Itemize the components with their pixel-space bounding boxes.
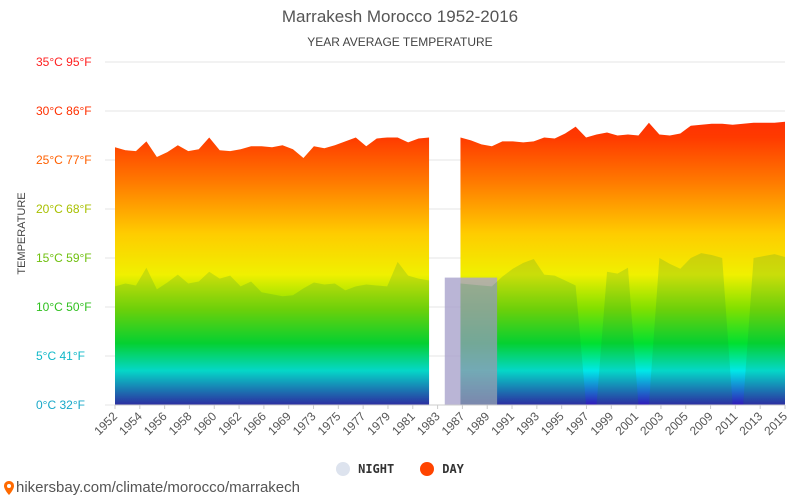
x-tick-label: 1954: [116, 409, 145, 438]
x-tick-label: 1966: [240, 409, 269, 438]
x-tick-label: 1973: [290, 409, 319, 438]
y-tick-label: 15°C 59°F: [36, 251, 92, 265]
y-tick-label: 20°C 68°F: [36, 202, 92, 216]
night-area: [115, 261, 430, 405]
source-text: hikersbay.com/climate/morocco/marrakech: [16, 479, 300, 496]
x-tick-label: 1977: [339, 409, 368, 438]
x-tick-label: 1956: [141, 409, 170, 438]
y-tick-label: 25°C 77°F: [36, 153, 92, 167]
y-tick-label: 0°C 32°F: [36, 398, 85, 412]
chart-title: Marrakesh Morocco 1952-2016: [281, 7, 519, 26]
x-axis: 1952195419561958196019621966196919731975…: [91, 404, 790, 438]
x-tick-label: 2011: [712, 409, 740, 437]
legend-day-label: DAY: [442, 462, 464, 476]
x-tick-label: 2009: [687, 409, 716, 438]
legend-night-swatch: [336, 462, 351, 476]
x-tick-label: 1983: [414, 409, 443, 438]
plot-areas: [115, 121, 785, 405]
legend-day-swatch: [420, 462, 435, 476]
x-tick-label: 1999: [588, 409, 617, 438]
x-tick-label: 2003: [637, 409, 666, 438]
x-tick-label: 1991: [488, 409, 517, 438]
missing-data-band: [444, 277, 498, 405]
chart-subtitle: YEAR AVERAGE TEMPERATURE: [307, 35, 493, 49]
x-tick-label: 1993: [513, 409, 542, 438]
source-link[interactable]: hikersbay.com/climate/morocco/marrakech: [4, 479, 300, 496]
day-area: [115, 137, 430, 405]
x-tick-label: 1979: [364, 409, 393, 438]
night-area: [460, 253, 785, 405]
legend-day[interactable]: DAY: [420, 462, 464, 476]
y-tick-label: 30°C 86°F: [36, 104, 92, 118]
x-tick-label: 2005: [662, 409, 691, 438]
x-tick-label: 1962: [215, 409, 244, 438]
y-tick-label: 10°C 50°F: [36, 300, 92, 314]
legend: NIGHT DAY: [0, 462, 800, 476]
legend-night[interactable]: NIGHT: [336, 462, 394, 476]
y-tick-label: 5°C 41°F: [36, 349, 85, 363]
x-tick-label: 1975: [315, 409, 344, 438]
x-tick-label: 1997: [563, 409, 592, 438]
x-tick-label: 2001: [612, 409, 641, 438]
x-tick-label: 1995: [538, 409, 567, 438]
x-tick-label: 2013: [737, 409, 766, 438]
x-tick-label: 1958: [166, 409, 195, 438]
x-tick-label: 1969: [265, 409, 294, 438]
x-tick-label: 1989: [464, 409, 493, 438]
legend-night-label: NIGHT: [358, 462, 395, 476]
x-tick-label: 1952: [91, 409, 120, 438]
x-tick-label: 1981: [389, 409, 418, 438]
y-tick-label: 35°C 95°F: [36, 55, 92, 69]
x-tick-label: 1987: [439, 409, 468, 438]
day-area: [460, 121, 785, 405]
y-axis-label: TEMPERATURE: [16, 192, 28, 274]
x-tick-label: 1960: [191, 409, 220, 438]
y-axis: 0°C 32°F 5°C 41°F 10°C 50°F 15°C 59°F 20°C 6…: [36, 55, 92, 412]
x-tick-label: 2015: [761, 409, 790, 438]
map-pin-icon: [4, 480, 14, 495]
